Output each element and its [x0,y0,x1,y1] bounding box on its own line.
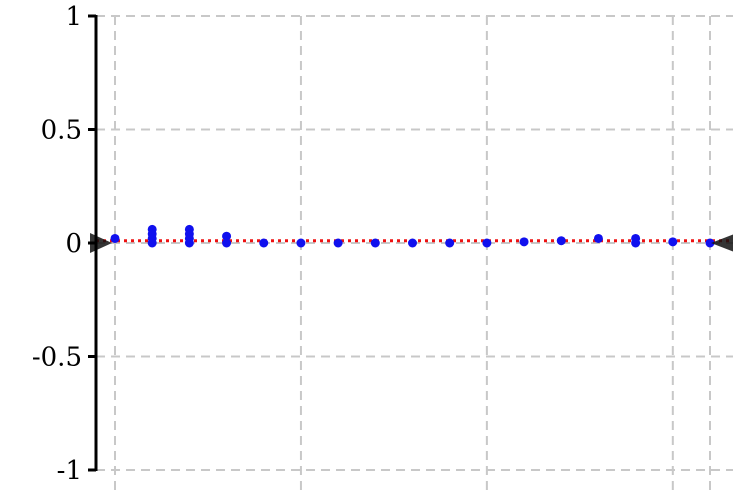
data-point [445,238,455,248]
y-axis [88,14,98,472]
data-point [333,238,343,248]
y-tick-labels: 1 0.5 0 -0.5 -1 [32,2,82,486]
y-tick-label: 1 [65,2,82,32]
data-points [110,224,715,248]
grid [96,15,733,492]
y-tick-label: -1 [57,456,82,486]
y-tick-label: 0 [65,229,82,259]
data-point [482,238,492,248]
data-point [408,238,417,248]
data-point [184,238,194,248]
y-tick-label: 0.5 [41,116,82,146]
data-point [593,233,603,243]
data-point [296,238,306,248]
data-point [705,238,715,248]
data-point [147,238,157,248]
right-end-marker [711,234,733,252]
data-point [222,231,232,241]
data-point [370,238,380,248]
data-point [259,238,269,248]
data-point [110,233,120,243]
data-point [519,237,529,247]
data-point [631,238,641,248]
data-point [668,237,678,247]
data-point [222,238,232,248]
y-tick-label: -0.5 [32,343,82,373]
data-point [556,236,566,246]
